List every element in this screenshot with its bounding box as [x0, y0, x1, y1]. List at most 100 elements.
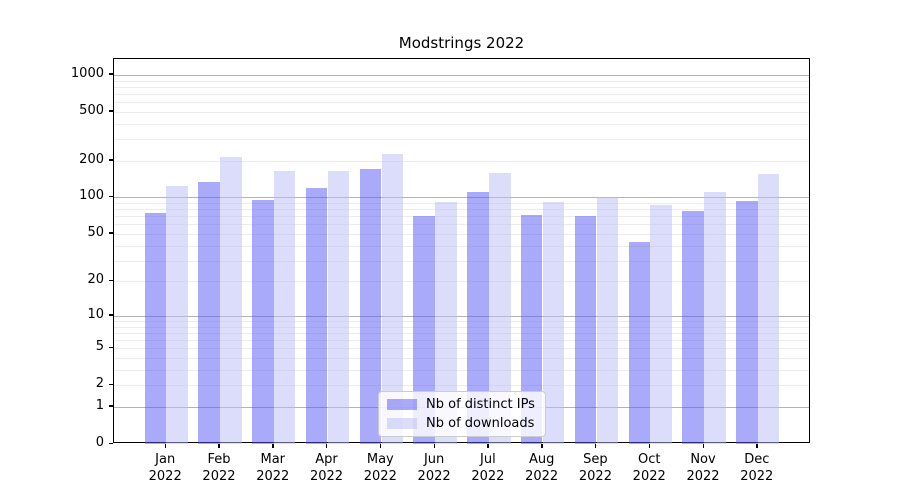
- x-tick-mark: [487, 443, 489, 448]
- x-tick-year: 2022: [256, 469, 290, 484]
- bar-nb-of-distinct-ips-apr: [305, 187, 328, 444]
- x-tick-year: 2022: [686, 469, 720, 484]
- x-tick-month: Jul: [480, 452, 496, 467]
- bar-nb-of-downloads-oct: [650, 204, 672, 444]
- x-tick-mark: [541, 443, 543, 448]
- x-tick-month: May: [366, 452, 394, 467]
- x-tick-label-oct: Oct 2022: [621, 451, 677, 485]
- minor-gridline: [114, 123, 809, 125]
- x-tick-month: Apr: [315, 452, 338, 467]
- x-tick-mark: [702, 443, 704, 448]
- x-tick-month: Mar: [260, 452, 286, 467]
- bar-nb-of-distinct-ips-aug: [520, 214, 543, 444]
- minor-gridline: [114, 348, 809, 350]
- y-tick-mark: [109, 279, 113, 282]
- y-tick-mark: [109, 110, 113, 112]
- x-tick-mark: [272, 443, 274, 448]
- x-tick-mark: [433, 443, 435, 448]
- minor-gridline: [114, 209, 809, 211]
- y-tick-label: 5: [95, 339, 104, 355]
- bar-nb-of-distinct-ips-jan: [144, 212, 166, 444]
- x-tick-month: Oct: [637, 452, 661, 467]
- x-tick-year: 2022: [202, 469, 236, 484]
- legend-label-distinct-ips: Nb of distinct IPs: [426, 397, 535, 412]
- minor-gridline: [114, 224, 809, 226]
- y-tick-mark: [109, 346, 113, 349]
- bar-nb-of-downloads-sep: [596, 197, 619, 444]
- bar-nb-of-distinct-ips-sep: [574, 216, 597, 444]
- minor-gridline: [114, 385, 809, 387]
- major-gridline: [114, 315, 809, 317]
- y-tick-label: 1: [95, 397, 104, 413]
- y-tick-label: 500: [79, 102, 104, 118]
- y-tick-mark: [109, 383, 113, 386]
- bar-nb-of-distinct-ips-jun: [413, 216, 435, 444]
- x-tick-year: 2022: [363, 469, 397, 484]
- y-tick-mark: [109, 73, 113, 75]
- y-tick-label: 200: [79, 151, 104, 167]
- minor-gridline: [114, 80, 809, 82]
- y-tick-label: 1000: [70, 65, 104, 81]
- bar-nb-of-downloads-feb: [220, 157, 242, 444]
- minor-gridline: [114, 93, 809, 95]
- x-tick-month: Jan: [155, 452, 176, 467]
- legend-item-downloads: Nb of downloads: [387, 416, 535, 431]
- x-tick-year: 2022: [632, 469, 666, 484]
- bar-nb-of-distinct-ips-dec: [736, 201, 758, 444]
- y-tick-mark: [109, 232, 113, 234]
- bar-nb-of-downloads-jan: [166, 185, 188, 444]
- x-tick-label-aug: Aug 2022: [514, 451, 570, 485]
- legend: Nb of distinct IPs Nb of downloads: [378, 391, 546, 437]
- x-tick-month: Jun: [423, 452, 445, 467]
- x-tick-year: 2022: [578, 469, 612, 484]
- plot-area: Nb of distinct IPs Nb of downloads: [113, 58, 810, 444]
- minor-gridline: [114, 321, 809, 322]
- y-tick-label: 2: [95, 376, 104, 392]
- bar-nb-of-distinct-ips-jul: [467, 192, 489, 444]
- x-tick-month: Nov: [690, 452, 716, 467]
- legend-item-distinct-ips: Nb of distinct IPs: [387, 397, 535, 412]
- x-tick-label-jan: Jan 2022: [137, 451, 193, 485]
- minor-gridline: [114, 281, 809, 283]
- x-tick-month: Dec: [744, 452, 770, 467]
- legend-swatch-distinct-ips: [387, 399, 417, 410]
- bar-nb-of-downloads-jul: [489, 172, 511, 444]
- x-tick-year: 2022: [525, 469, 559, 484]
- minor-gridline: [114, 139, 809, 141]
- x-tick-mark: [379, 443, 382, 448]
- major-gridline: [114, 74, 809, 76]
- legend-swatch-downloads: [387, 418, 417, 429]
- minor-gridline: [114, 358, 809, 360]
- bar-nb-of-downloads-apr: [327, 170, 350, 444]
- minor-gridline: [114, 233, 809, 235]
- y-tick-label: 0: [95, 435, 104, 450]
- bar-nb-of-distinct-ips-may: [359, 169, 382, 444]
- minor-gridline: [114, 160, 809, 162]
- x-tick-mark: [648, 443, 651, 448]
- x-tick-year: 2022: [417, 469, 451, 484]
- x-tick-mark: [326, 443, 328, 448]
- x-tick-label-apr: Apr 2022: [299, 451, 355, 485]
- y-tick-mark: [109, 314, 113, 316]
- minor-gridline: [114, 340, 809, 342]
- y-tick-label: 10: [87, 306, 104, 322]
- x-tick-mark: [164, 443, 167, 448]
- y-tick-label: 100: [79, 188, 104, 204]
- bar-nb-of-downloads-dec: [757, 174, 780, 444]
- x-tick-label-jun: Jun 2022: [406, 451, 462, 485]
- x-tick-month: Aug: [528, 452, 555, 467]
- bar-nb-of-downloads-jun: [435, 202, 457, 444]
- minor-gridline: [114, 86, 809, 88]
- x-tick-year: 2022: [471, 469, 505, 484]
- x-tick-label-sep: Sep 2022: [567, 451, 623, 485]
- minor-gridline: [114, 326, 809, 328]
- y-tick-mark: [109, 442, 113, 444]
- x-tick-label-jul: Jul 2022: [460, 451, 516, 485]
- major-gridline: [114, 197, 809, 199]
- minor-gridline: [114, 111, 809, 113]
- x-tick-year: 2022: [740, 469, 774, 484]
- y-tick-mark: [109, 195, 113, 198]
- x-tick-year: 2022: [148, 469, 182, 484]
- bar-nb-of-distinct-ips-nov: [682, 210, 704, 444]
